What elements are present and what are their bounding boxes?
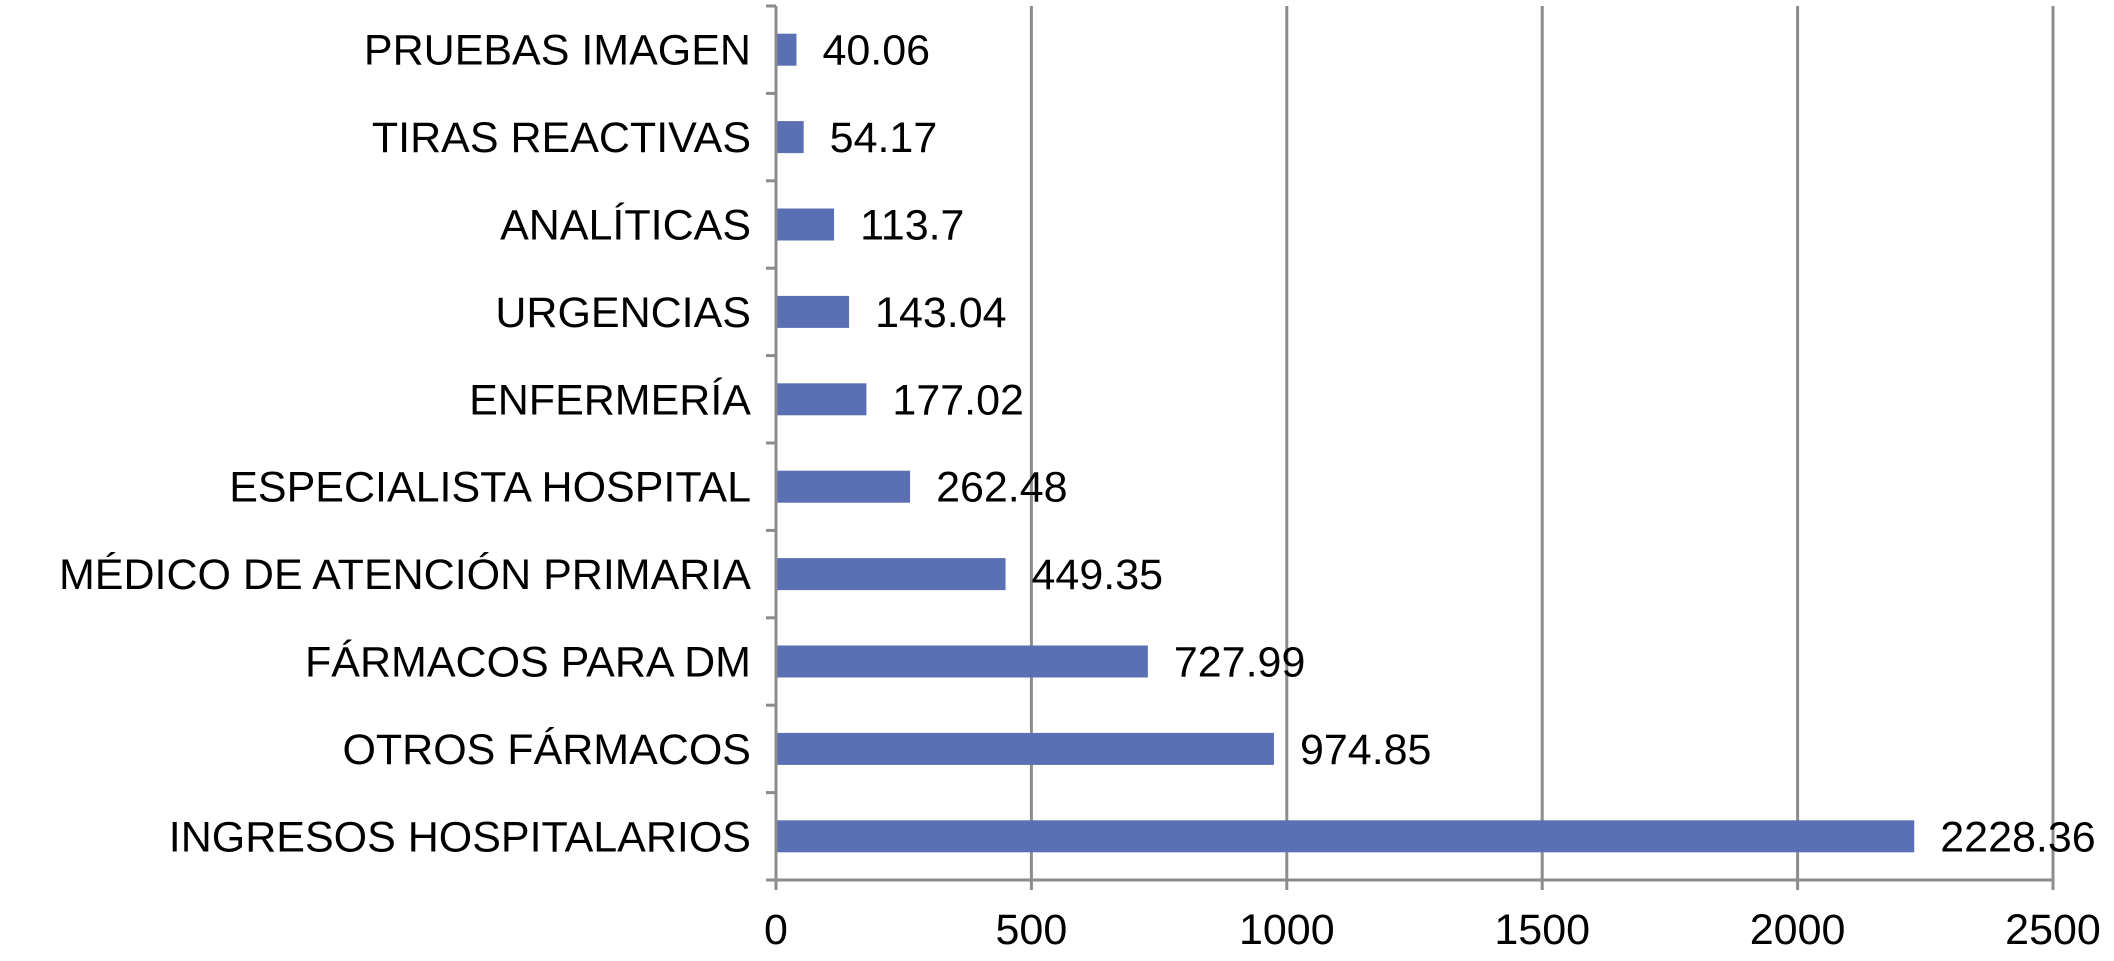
category-label-4: URGENCIAS <box>495 289 751 337</box>
bar-1 <box>776 33 797 66</box>
data-label-8: 727.99 <box>1174 639 1306 687</box>
bar-9 <box>776 732 1274 765</box>
x-tick-label-500: 500 <box>996 906 1068 954</box>
data-label-7: 449.35 <box>1032 551 1164 599</box>
x-tick-label-1000: 1000 <box>1239 906 1335 954</box>
data-label-4: 143.04 <box>875 289 1007 337</box>
bar-8 <box>776 645 1148 678</box>
category-label-10: INGRESOS HOSPITALARIOS <box>169 813 751 861</box>
category-label-7: MÉDICO DE ATENCIÓN PRIMARIA <box>59 551 751 599</box>
data-label-6: 262.48 <box>936 464 1068 512</box>
category-label-2: TIRAS REACTIVAS <box>372 114 751 162</box>
x-tick-label-0: 0 <box>764 906 788 954</box>
bar-5 <box>776 383 867 416</box>
axes <box>766 4 2055 890</box>
labels: 40.06 PRUEBAS IMAGEN 54.17 TIRAS REACTIVAS 1… <box>59 27 2101 954</box>
data-label-9: 974.85 <box>1300 726 1432 774</box>
category-label-1: PRUEBAS IMAGEN <box>364 27 751 75</box>
category-label-9: OTROS FÁRMACOS <box>342 726 751 774</box>
data-label-2: 54.17 <box>830 114 938 162</box>
x-tick-label-1500: 1500 <box>1494 906 1590 954</box>
data-label-10: 2228.36 <box>1940 813 2095 861</box>
x-tick-label-2500: 2500 <box>2005 906 2101 954</box>
bar-4 <box>776 295 850 328</box>
x-tick-label-2000: 2000 <box>1750 906 1846 954</box>
bar-3 <box>776 208 835 241</box>
bar-2 <box>776 121 804 154</box>
bar-10 <box>776 820 1915 853</box>
data-label-1: 40.06 <box>822 27 930 75</box>
bars <box>776 33 1915 853</box>
bar-6 <box>776 470 911 503</box>
category-label-5: ENFERMERÍA <box>469 376 751 424</box>
bar-7 <box>776 558 1006 591</box>
category-label-8: FÁRMACOS PARA DM <box>305 639 751 687</box>
data-label-5: 177.02 <box>892 376 1024 424</box>
category-label-3: ANALÍTICAS <box>500 202 751 250</box>
data-label-3: 113.7 <box>860 202 964 250</box>
category-label-6: ESPECIALISTA HOSPITAL <box>229 464 751 512</box>
